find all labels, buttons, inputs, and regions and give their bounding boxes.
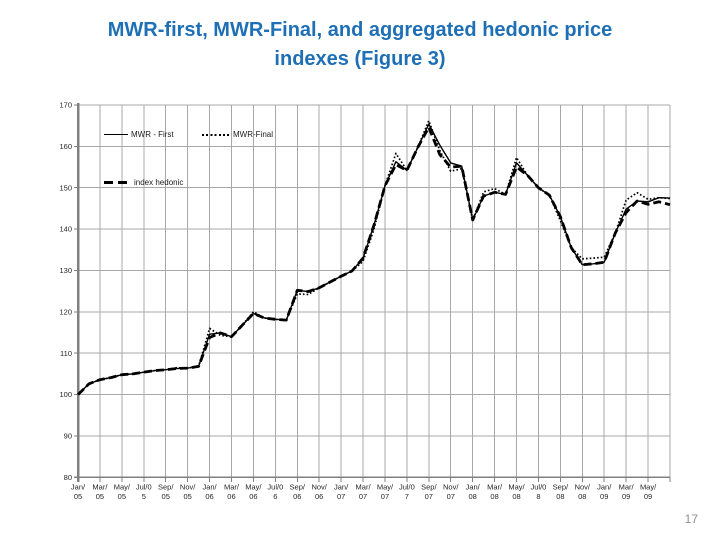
x-tick-label: May/08 xyxy=(508,482,525,501)
x-tick-label: Jan/05 xyxy=(71,482,86,501)
legend-label-mwr-final: MWR-Final xyxy=(233,130,273,139)
x-tick-label: May/05 xyxy=(114,482,131,501)
x-tick-label: Sep/05 xyxy=(158,482,174,501)
legend-label-mwr-first: MWR - First xyxy=(131,130,174,139)
x-tick-label: Jan/09 xyxy=(597,482,612,501)
series-line-mwr-first xyxy=(77,123,671,396)
x-tick-label: Nov/08 xyxy=(575,482,591,501)
x-tick-label: Jul/0 7 xyxy=(399,482,415,501)
y-tick-label: 110 xyxy=(60,349,72,358)
dashed-line-sample-icon xyxy=(104,181,131,184)
x-tick-label: Jan/07 xyxy=(334,482,349,501)
y-tick-label: 100 xyxy=(59,390,72,399)
x-tick-label: Sep/06 xyxy=(290,482,306,501)
page-number: 17 xyxy=(684,512,698,526)
x-tick-label: Sep/07 xyxy=(421,482,437,501)
slide-title-line1: MWR-first, MWR-Final, and aggregated hed… xyxy=(107,19,613,41)
y-tick-label: 160 xyxy=(59,142,72,151)
y-tick-label: 170 xyxy=(59,101,72,110)
x-tick-label: Mar/05 xyxy=(92,482,108,501)
slide-title: MWR-first, MWR-Final, and aggregated hed… xyxy=(0,16,720,74)
x-tick-label: Sep/08 xyxy=(553,482,569,501)
x-tick-label: Nov/06 xyxy=(311,482,327,501)
x-tick-label: Nov/05 xyxy=(180,482,196,501)
x-tick-label: Jul/0 8 xyxy=(531,482,547,501)
x-tick-label: Jul/0 6 xyxy=(267,482,283,501)
x-tick-label: Mar/09 xyxy=(619,482,635,501)
x-tick-label: Mar/06 xyxy=(224,482,240,501)
x-tick-label: Mar/08 xyxy=(487,482,503,501)
series-line-index-hedonic xyxy=(77,125,671,396)
solid-line-sample-icon xyxy=(104,134,128,135)
y-tick-label: 120 xyxy=(59,307,72,316)
x-tick-label: May/09 xyxy=(640,482,657,501)
y-tick-label: 150 xyxy=(59,183,72,192)
legend-item-index-hedonic: index hedonic xyxy=(104,178,183,187)
x-tick-label: Jan/06 xyxy=(202,482,217,501)
x-tick-label: Jul/0 5 xyxy=(136,482,152,501)
legend-item-mwr-first: MWR - First xyxy=(104,130,174,139)
x-tick-label: May/06 xyxy=(245,482,262,501)
y-tick-label: 90 xyxy=(64,432,72,441)
slide-title-line2: indexes (Figure 3) xyxy=(274,48,446,70)
x-tick-label: May/07 xyxy=(377,482,394,501)
y-tick-label: 140 xyxy=(59,225,72,234)
legend-label-index-hedonic: index hedonic xyxy=(134,178,184,187)
x-tick-label: Nov/07 xyxy=(443,482,459,501)
x-tick-label: Mar/07 xyxy=(356,482,372,501)
y-tick-label: 80 xyxy=(64,473,72,482)
dotted-line-sample-icon xyxy=(202,133,230,136)
series-line-mwr-final xyxy=(77,119,671,396)
legend-item-mwr-final: MWR-Final xyxy=(202,130,273,139)
x-tick-label: Jan/08 xyxy=(466,482,481,501)
y-tick-label: 130 xyxy=(59,266,72,275)
